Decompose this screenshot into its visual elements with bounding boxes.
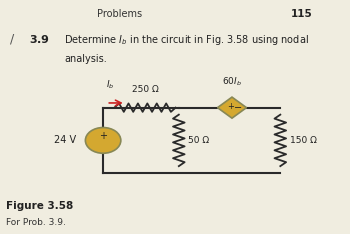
Text: Problems: Problems — [97, 9, 142, 19]
Text: +: + — [99, 131, 107, 141]
Text: 150 Ω: 150 Ω — [290, 136, 317, 145]
Text: For Prob. 3.9.: For Prob. 3.9. — [6, 218, 66, 227]
Text: /: / — [10, 33, 14, 46]
Text: 50 Ω: 50 Ω — [189, 136, 210, 145]
Text: +: + — [227, 102, 234, 111]
Text: 250 Ω: 250 Ω — [132, 85, 158, 94]
Text: −: − — [234, 103, 242, 113]
Circle shape — [85, 128, 121, 153]
Text: 60$I_b$: 60$I_b$ — [222, 75, 242, 88]
Text: 115: 115 — [291, 9, 313, 19]
Text: Figure 3.58: Figure 3.58 — [6, 201, 74, 211]
Text: 24 V: 24 V — [54, 135, 76, 145]
Text: $\bf{3.9}$: $\bf{3.9}$ — [29, 33, 50, 45]
Text: $I_b$: $I_b$ — [106, 79, 115, 91]
Text: analysis.: analysis. — [64, 54, 107, 64]
Text: Determine $I_b$ in the circuit in Fig. 3.58 using nodal: Determine $I_b$ in the circuit in Fig. 3… — [64, 33, 309, 47]
Polygon shape — [217, 97, 246, 118]
